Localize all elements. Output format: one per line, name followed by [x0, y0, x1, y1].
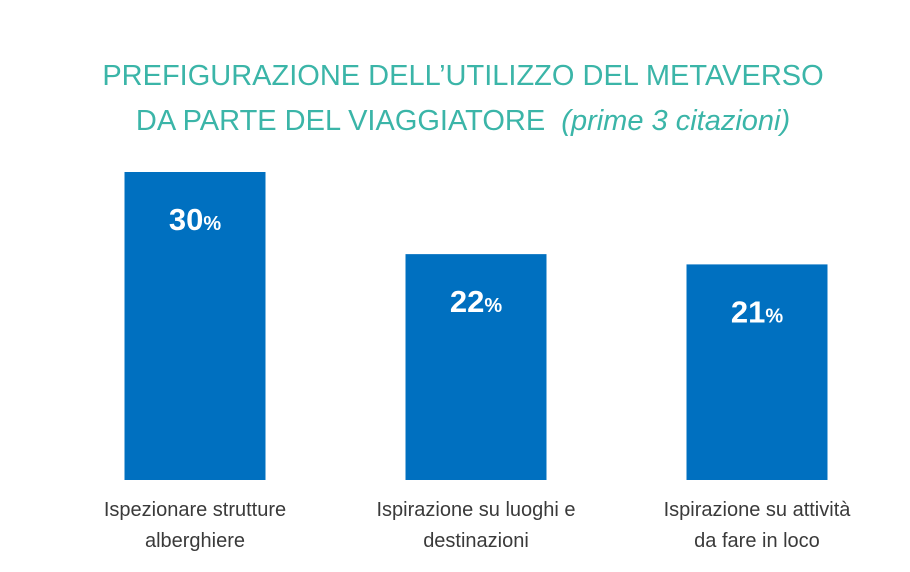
chart-title-line1: PREFIGURAZIONE DELL’UTILIZZO DEL METAVER… — [102, 60, 823, 92]
chart-subtitle: (prime 3 citazioni) — [561, 105, 790, 137]
category-label-2-line-1: Ispirazione su luoghi e — [376, 499, 575, 521]
bar-1 — [124, 172, 266, 480]
bars-group: 30% 22% 21% — [124, 172, 828, 480]
bar-value-label-3: 21% — [731, 294, 783, 329]
bar-2 — [405, 254, 547, 480]
category-label-3-line-2: da fare in loco — [694, 530, 820, 552]
category-label-2-line-2: destinazioni — [423, 530, 529, 552]
category-label-3-line-1: Ispirazione su attività — [664, 499, 852, 521]
chart-title-line2: DA PARTE DEL VIAGGIATORE (prime 3 citazi… — [136, 105, 790, 137]
bar-value-label-2: 22% — [450, 284, 502, 319]
bar-3 — [686, 264, 828, 480]
bar-value-label-1: 30% — [169, 202, 221, 237]
category-labels-group: Ispezionare strutture alberghiere Ispirazi… — [104, 499, 851, 552]
chart-title-line2-main: DA PARTE DEL VIAGGIATORE — [136, 105, 545, 137]
category-label-1-line-2: alberghiere — [145, 530, 245, 552]
category-label-1-line-1: Ispezionare strutture — [104, 499, 286, 521]
